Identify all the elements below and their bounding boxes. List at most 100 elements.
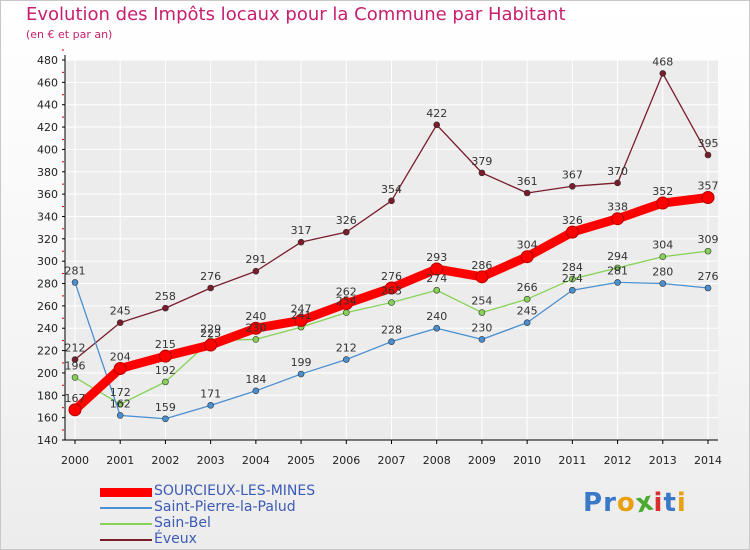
data-label: 326 <box>562 214 583 227</box>
y-tick-label: 320 <box>37 233 58 246</box>
data-point <box>249 321 263 335</box>
data-point <box>704 151 712 159</box>
x-tick-label: 2011 <box>558 454 586 467</box>
proxiti-logo: Proxiti <box>583 486 687 519</box>
data-label: 247 <box>291 302 312 315</box>
data-label: 422 <box>426 107 447 120</box>
data-label: 276 <box>200 270 221 283</box>
y-tick-label: 220 <box>37 345 58 358</box>
data-point <box>523 189 531 197</box>
data-point <box>204 338 218 352</box>
x-tick-label: 2003 <box>197 454 225 467</box>
x-tick-label: 2012 <box>604 454 632 467</box>
data-label: 294 <box>607 250 628 263</box>
data-label: 379 <box>471 155 492 168</box>
data-label: 241 <box>291 309 312 322</box>
data-point <box>339 297 353 311</box>
data-label: 225 <box>200 327 221 340</box>
data-label: 230 <box>471 321 492 334</box>
data-label: 254 <box>336 295 357 308</box>
data-label: 215 <box>155 338 176 351</box>
logo-letter: r <box>603 488 617 518</box>
data-point <box>659 253 667 261</box>
data-point <box>158 349 172 363</box>
x-tick-label: 2005 <box>287 454 315 467</box>
data-label: 245 <box>110 305 131 318</box>
legend-label: Sain-Bel <box>154 515 211 531</box>
data-label: 230 <box>245 321 266 334</box>
data-point <box>207 284 214 292</box>
data-point <box>611 212 625 226</box>
data-point <box>704 247 712 255</box>
data-label: 162 <box>110 397 131 410</box>
data-point <box>388 338 395 345</box>
y-tick-label: 140 <box>37 434 58 447</box>
legend-label: SOURCIEUX-LES-MINES <box>154 483 316 499</box>
data-label: 228 <box>381 324 402 337</box>
data-point <box>116 400 124 408</box>
data-label: 274 <box>562 272 583 285</box>
data-point <box>478 309 486 316</box>
data-point <box>297 238 305 246</box>
data-label: 338 <box>607 201 628 214</box>
data-point <box>207 402 214 409</box>
data-label: 199 <box>291 356 312 369</box>
data-point <box>388 197 395 205</box>
data-label: 266 <box>517 281 538 294</box>
legend-swatch <box>100 507 152 509</box>
x-tick-label: 2010 <box>513 454 541 467</box>
data-point <box>294 313 308 327</box>
data-point <box>569 275 576 283</box>
x-tick-label: 2006 <box>332 454 360 467</box>
data-point <box>252 267 260 275</box>
data-label: 280 <box>652 266 673 279</box>
data-point <box>614 264 621 272</box>
data-point <box>659 70 667 77</box>
data-label: 258 <box>155 290 176 303</box>
chart-title: Evolution des Impôts locaux pour la Comm… <box>26 4 566 25</box>
data-point <box>478 169 486 177</box>
data-label: 352 <box>652 185 673 198</box>
data-label: 229 <box>200 323 221 336</box>
x-tick-label: 2001 <box>106 454 134 467</box>
data-label: 370 <box>607 165 628 178</box>
legend-swatch <box>100 539 152 541</box>
data-label: 240 <box>245 310 266 323</box>
data-point <box>520 250 534 264</box>
y-tick-label: 280 <box>37 278 58 291</box>
data-label: 159 <box>155 401 176 414</box>
data-point <box>388 299 395 306</box>
data-label: 212 <box>336 342 357 355</box>
data-label: 204 <box>110 350 131 363</box>
data-point <box>565 225 579 239</box>
data-point <box>252 336 260 343</box>
logo-letter: i <box>676 488 687 518</box>
data-point <box>342 356 350 363</box>
data-point <box>433 121 441 129</box>
data-label: 276 <box>698 270 719 283</box>
data-label: 245 <box>517 305 538 318</box>
data-point <box>475 270 489 284</box>
y-tick-label: 300 <box>37 255 58 268</box>
data-label: 286 <box>471 259 492 272</box>
data-point <box>704 284 712 292</box>
data-point <box>162 304 169 312</box>
legend-swatch <box>100 523 152 525</box>
data-label: 212 <box>65 342 86 355</box>
data-label: 263 <box>381 285 402 298</box>
logo-letter: t <box>663 488 677 518</box>
data-point <box>162 378 169 386</box>
y-tick-label: 420 <box>37 121 58 134</box>
data-label: 254 <box>471 295 492 308</box>
data-point <box>116 412 124 419</box>
data-label: 240 <box>426 310 447 323</box>
x-tick-label: 2002 <box>151 454 179 467</box>
data-point <box>71 356 79 363</box>
y-tick-label: 200 <box>37 367 58 380</box>
data-label: 361 <box>517 175 538 188</box>
y-tick-label: 340 <box>37 210 58 223</box>
y-tick-label: 360 <box>37 188 58 201</box>
x-tick-label: 2004 <box>242 454 270 467</box>
y-tick-label: 180 <box>37 389 58 402</box>
